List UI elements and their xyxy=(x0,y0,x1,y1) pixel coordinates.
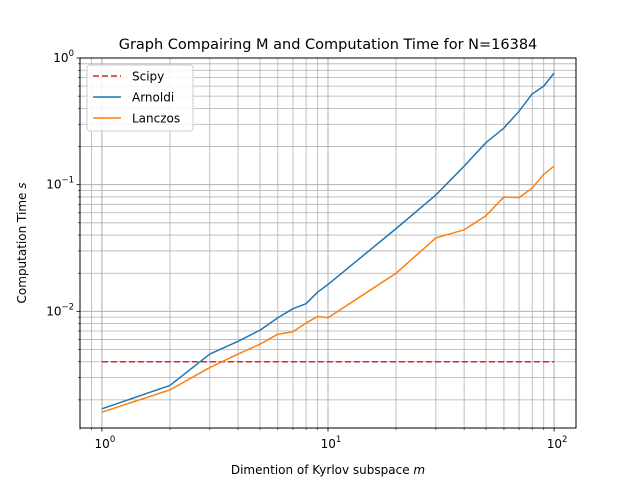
legend-box xyxy=(86,64,194,132)
series-line-arnoldi xyxy=(101,72,555,410)
series-line-lanczos xyxy=(101,165,555,413)
y-axis-label: Computation Time s xyxy=(15,183,29,304)
legend-label-lanczos: Lanczos xyxy=(132,112,180,126)
y-tick-label: 10−1 xyxy=(46,176,74,192)
legend-label-scipy: Scipy xyxy=(132,70,164,84)
chart-title: Graph Compairing M and Computation Time … xyxy=(119,37,538,53)
legend-label-arnoldi: Arnoldi xyxy=(132,91,174,105)
x-tick-label: 100 xyxy=(95,435,116,451)
y-tick-label: 100 xyxy=(53,49,74,65)
series-layer xyxy=(101,72,555,413)
y-axis-label-text: Computation Time xyxy=(15,189,29,304)
ticks: 100 101 102 10−2 10−1 100 xyxy=(46,49,567,451)
y-axis-label-var: s xyxy=(15,183,29,189)
x-axis-label: Dimention of Kyrlov subspace m xyxy=(231,463,425,477)
x-tick-label: 101 xyxy=(321,435,342,451)
y-tick-label: 10−2 xyxy=(46,302,74,318)
grid xyxy=(79,57,576,428)
x-axis-label-text: Dimention of Kyrlov subspace xyxy=(231,463,414,477)
x-axis-label-var: m xyxy=(413,463,425,477)
x-tick-label: 102 xyxy=(547,435,568,451)
legend: Scipy Arnoldi Lanczos xyxy=(86,64,194,132)
